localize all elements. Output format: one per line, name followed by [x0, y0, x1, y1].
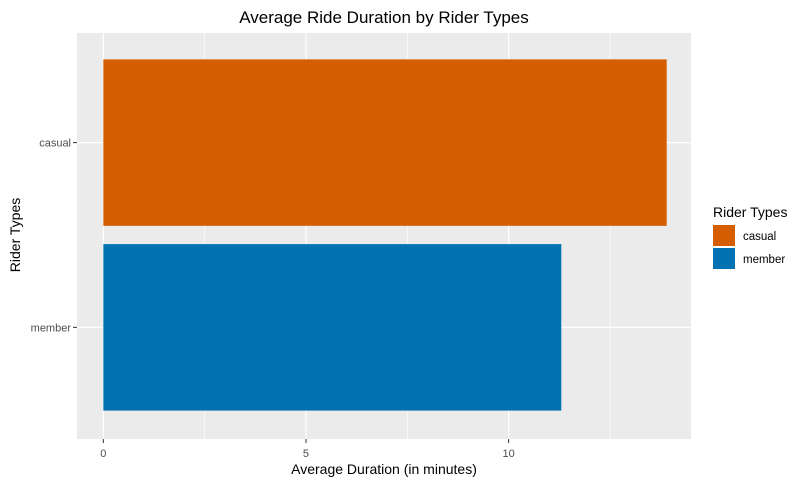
x-axis-title: Average Duration (in minutes) — [291, 461, 477, 477]
legend-key-member — [713, 248, 735, 269]
y-axis: casual member — [31, 138, 77, 334]
x-tick-label: 10 — [502, 448, 514, 460]
x-axis: 0 5 10 — [100, 439, 515, 460]
y-tick-label-member: member — [31, 322, 72, 334]
legend-title: Rider Types — [713, 204, 787, 220]
legend-key-casual — [713, 225, 735, 246]
x-tick-label: 0 — [100, 448, 106, 460]
legend-label-member: member — [743, 254, 785, 266]
bar-member — [103, 244, 562, 411]
legend-label-casual: casual — [743, 231, 776, 243]
bars — [103, 59, 667, 411]
y-tick-label-casual: casual — [39, 138, 71, 150]
legend: Rider Types casual member — [713, 204, 787, 269]
x-tick-label: 5 — [303, 448, 309, 460]
y-axis-title: Rider Types — [7, 198, 23, 272]
chart-title: Average Ride Duration by Rider Types — [239, 8, 528, 27]
bar-casual — [103, 59, 667, 226]
